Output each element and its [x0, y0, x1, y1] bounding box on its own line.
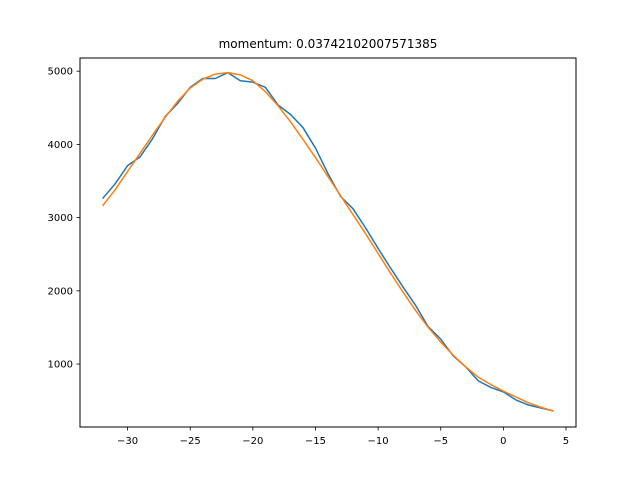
y-tick-label: 3000: [48, 213, 73, 224]
x-tick-label: −25: [180, 436, 201, 447]
y-axis-ticks: 1000 2000 3000 4000 5000: [48, 67, 80, 371]
x-axis-ticks: −30 −25 −20 −15 −10 −5 0 5: [117, 427, 569, 447]
x-tick-label: −30: [117, 436, 138, 447]
chart-title: momentum: 0.03742102007571385: [219, 37, 438, 51]
plot-frame: [79, 57, 577, 428]
x-tick-label: 5: [563, 436, 569, 447]
x-tick-label: −20: [242, 436, 263, 447]
series-line-1: [101, 71, 554, 412]
series-layer: [101, 71, 554, 412]
y-tick-label: 2000: [48, 286, 73, 297]
y-tick-label: 5000: [48, 67, 73, 78]
y-tick-label: 1000: [48, 360, 73, 371]
series-line-2: [101, 71, 554, 412]
x-tick-label: −15: [305, 436, 326, 447]
y-tick-label: 4000: [48, 140, 73, 151]
x-tick-label: −5: [433, 436, 448, 447]
x-tick-label: −10: [368, 436, 389, 447]
x-tick-label: 0: [500, 436, 506, 447]
